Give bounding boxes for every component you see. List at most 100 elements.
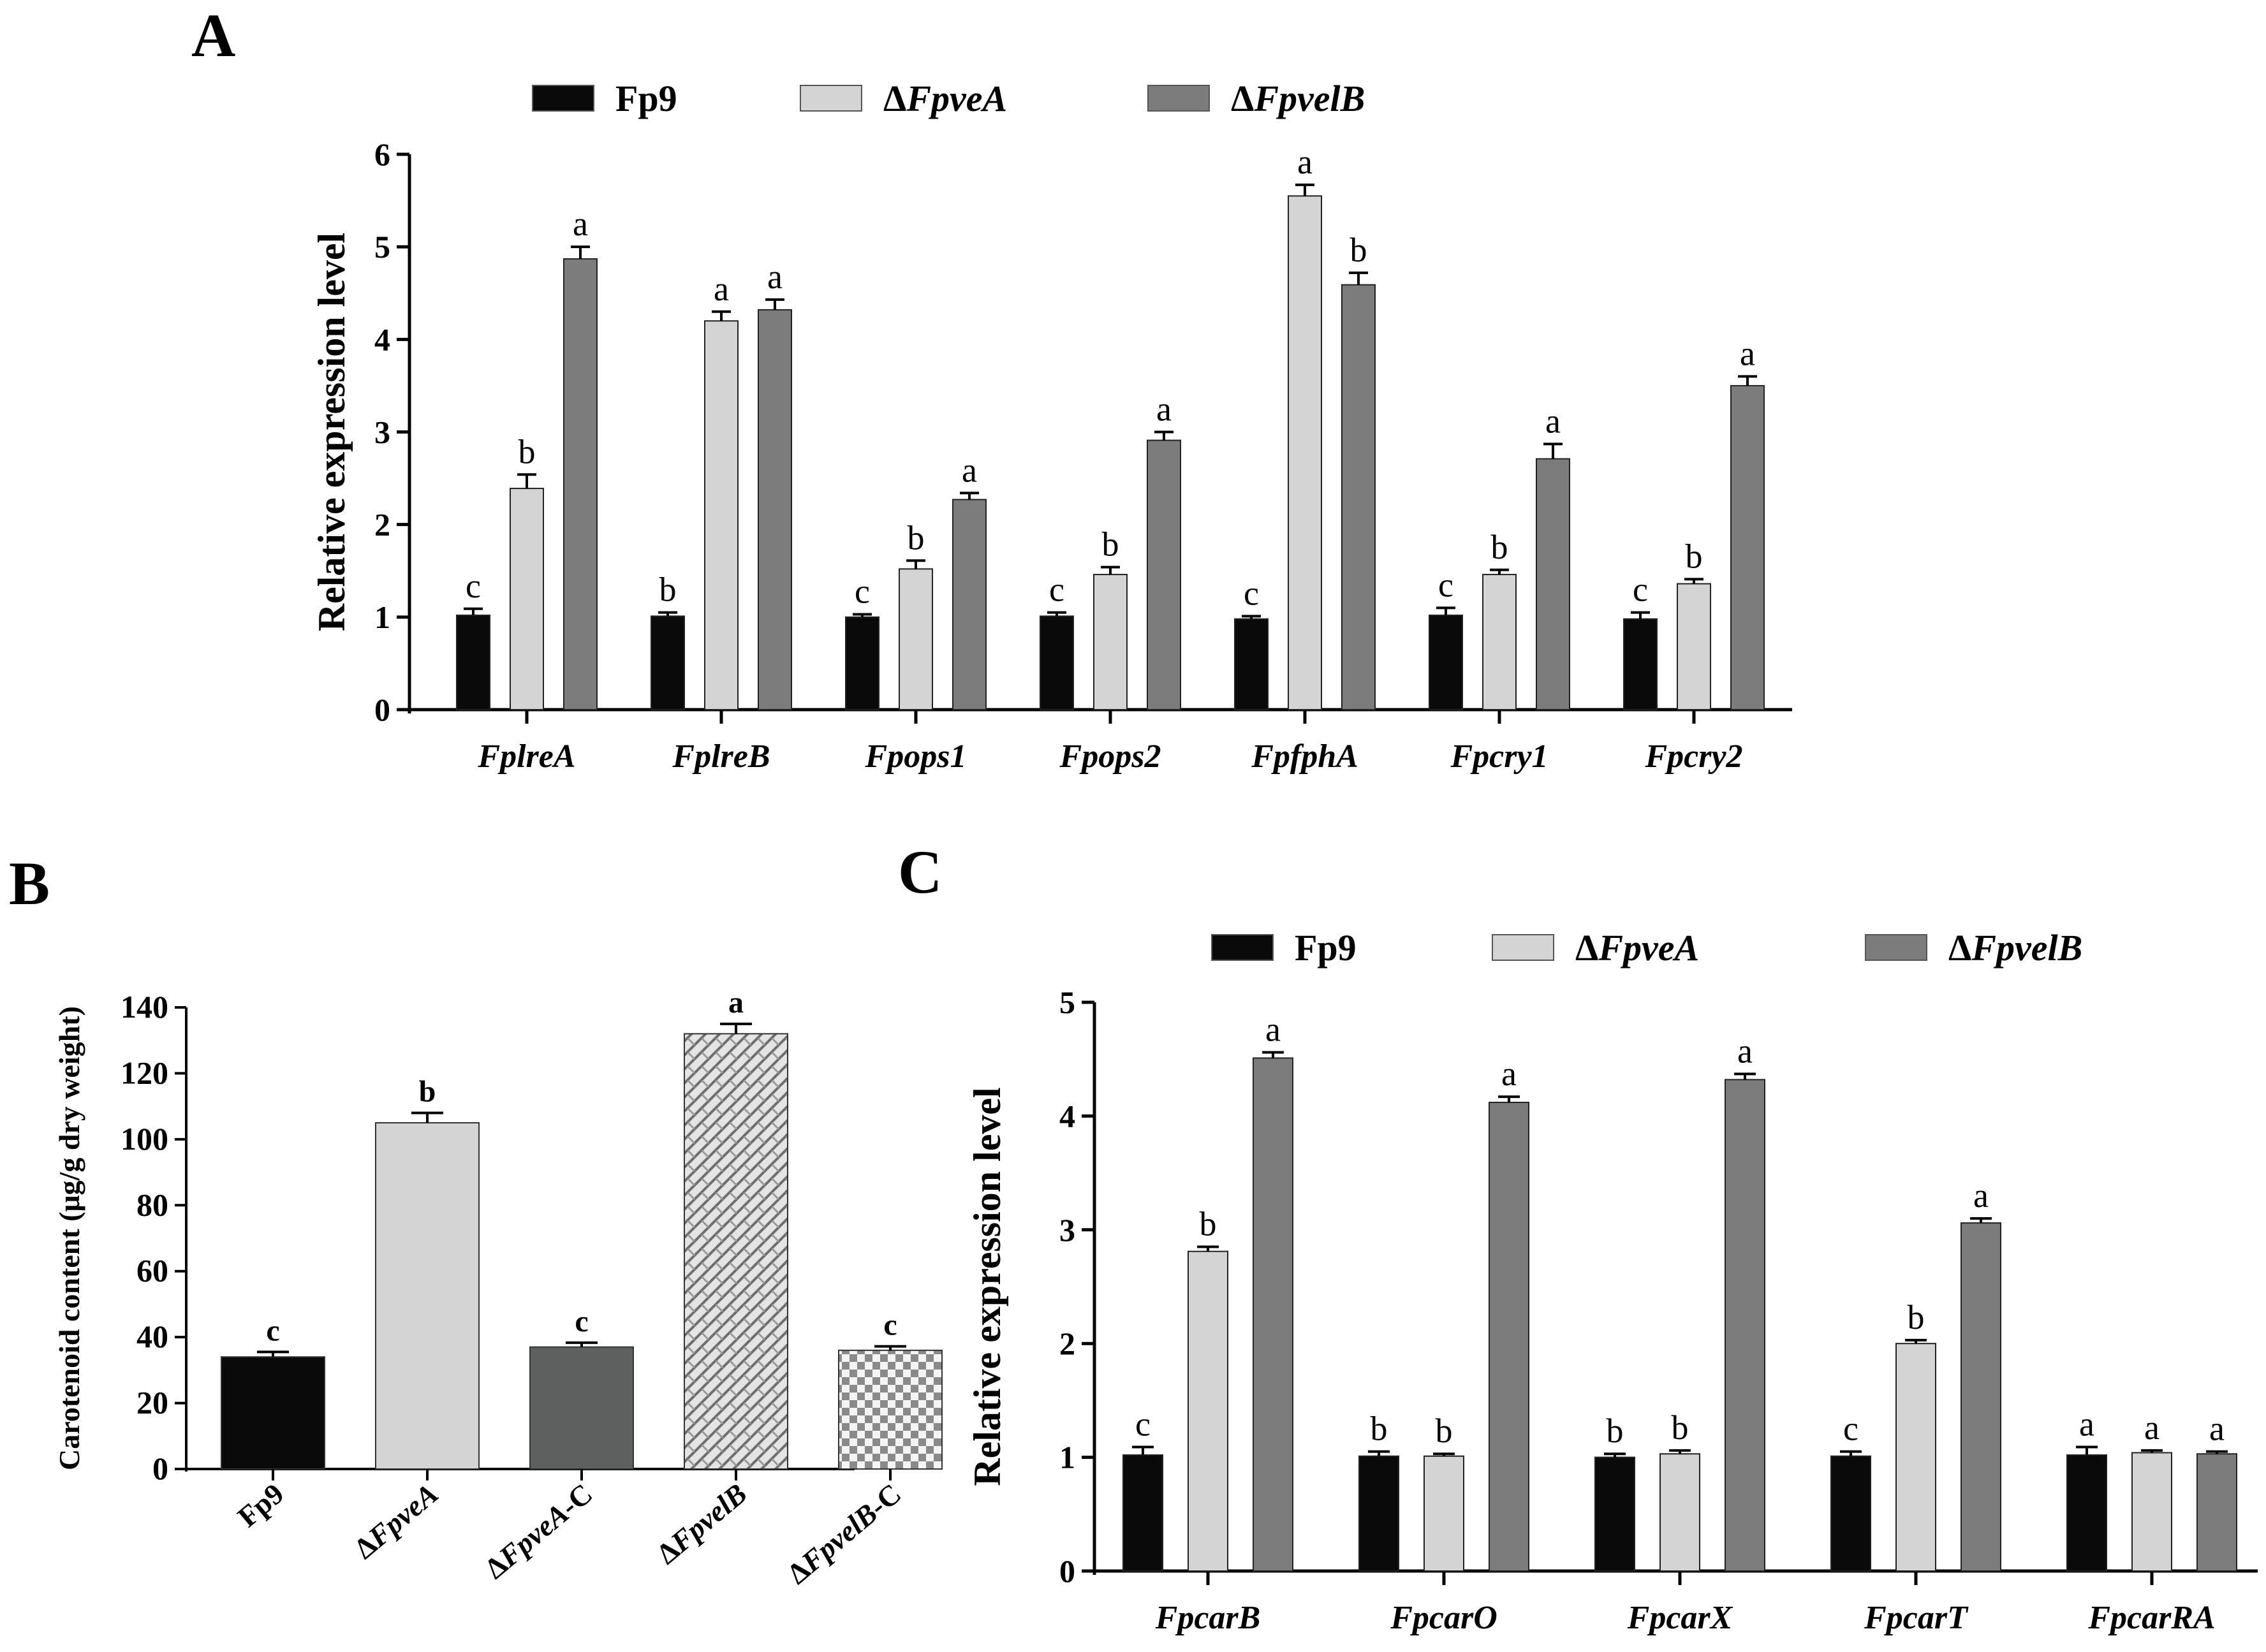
y-tick-label: 2: [1059, 1326, 1075, 1361]
y-tick-label: 2: [374, 507, 390, 543]
significance-letter: b: [1200, 1205, 1217, 1243]
y-tick-label: 1: [374, 599, 390, 635]
y-axis-title: Carotenoid content (μg/g dry weight): [53, 1006, 85, 1470]
bar: [1188, 1250, 1228, 1572]
bar: [1594, 1456, 1635, 1572]
y-tick-label: 1: [1059, 1440, 1075, 1475]
bar: [1659, 1453, 1700, 1572]
significance-letter: c: [1244, 574, 1259, 612]
y-tick-label: 40: [136, 1319, 168, 1354]
y-tick-label: 120: [121, 1055, 168, 1090]
y-tick-label: 20: [136, 1385, 168, 1421]
x-category-label: FpcarT: [1864, 1600, 1969, 1636]
panel-b-chart: 0 20 40 60 80 100 120 140 Carotenoid content (μg…: [53, 986, 943, 1591]
bar: [2196, 1453, 2237, 1572]
x-category-label: ΔFpvelB-C: [781, 1477, 908, 1591]
bar: [1961, 1222, 2001, 1572]
y-tick-label: 140: [121, 989, 168, 1025]
y-tick-label: 0: [1059, 1553, 1075, 1589]
significance-letter: c: [1633, 571, 1648, 609]
x-category-label: FpcarB: [1155, 1600, 1261, 1636]
legend-label: ΔFpveA: [883, 78, 1007, 119]
bar: [1040, 615, 1074, 710]
significance-letter: a: [728, 986, 744, 1020]
bar: [1623, 618, 1658, 711]
bar: [1725, 1079, 1765, 1572]
bar: [651, 615, 685, 710]
significance-letter: a: [1156, 390, 1172, 428]
bar: [1830, 1455, 1871, 1572]
bar: [1253, 1057, 1293, 1572]
legend-label: Fp9: [615, 78, 677, 119]
bar: [510, 488, 544, 711]
significance-letter: c: [1135, 1405, 1151, 1444]
significance-letter: a: [2209, 1410, 2225, 1448]
legend-swatch: [800, 85, 862, 112]
bar: [563, 258, 598, 710]
significance-letter: b: [1350, 231, 1367, 269]
significance-letter: c: [883, 1308, 897, 1342]
bar: [1093, 574, 1128, 710]
significance-letter: a: [573, 205, 588, 243]
bar: [2131, 1452, 2172, 1572]
bar: [1341, 284, 1376, 710]
significance-letter: c: [466, 567, 481, 605]
significance-letter: c: [855, 572, 870, 610]
significance-letter: b: [1607, 1412, 1624, 1450]
bar: [952, 499, 987, 710]
significance-letter: c: [1843, 1410, 1858, 1448]
y-tick-label: 0: [374, 692, 390, 727]
legend-label: ΔFpveA: [1575, 927, 1699, 969]
bar: [456, 614, 490, 710]
legend-swatch: [1492, 934, 1554, 961]
legend-swatch: [1865, 934, 1927, 961]
bar: [1234, 618, 1269, 711]
legend-label: Fp9: [1295, 927, 1357, 969]
x-category-label: Fpops1: [865, 738, 967, 775]
bar: [899, 568, 933, 711]
x-category-label: ΔFpveA: [348, 1477, 445, 1565]
bar: [375, 1122, 480, 1470]
y-tick-label: 5: [1059, 984, 1075, 1020]
y-tick-label: 80: [136, 1187, 168, 1222]
significance-letter: b: [1672, 1408, 1689, 1447]
y-axis-title: Relative expression level: [966, 1087, 1008, 1486]
significance-letter: a: [1973, 1176, 1989, 1215]
significance-letter: a: [1545, 402, 1561, 440]
bar: [529, 1346, 634, 1470]
significance-letter: a: [962, 451, 977, 489]
bar: [704, 320, 739, 710]
bar: [1147, 439, 1181, 710]
x-category-label: FpcarO: [1390, 1600, 1497, 1636]
bar: [758, 309, 792, 710]
significance-letter: a: [2079, 1405, 2094, 1444]
legend-swatch: [1147, 85, 1210, 112]
significance-letter: b: [1371, 1410, 1388, 1448]
bar: [221, 1356, 325, 1470]
bar: [1482, 574, 1517, 710]
bar: [1489, 1101, 1529, 1572]
y-tick-label: 100: [121, 1121, 168, 1157]
significance-letter: a: [1297, 143, 1313, 181]
panel-label-c: C: [898, 838, 942, 906]
y-tick-label: 60: [136, 1253, 168, 1289]
significance-letter: b: [519, 432, 536, 471]
significance-letter: a: [2144, 1408, 2159, 1447]
y-axis-title: Relative expression level: [311, 233, 353, 631]
bar: [1288, 195, 1322, 710]
significance-letter: a: [714, 270, 729, 308]
y-tick-label: 4: [1059, 1098, 1075, 1134]
y-tick-label: 6: [374, 136, 390, 172]
x-category-label: ΔFpveA-C: [478, 1477, 598, 1585]
x-category-label: ΔFpvelB: [651, 1477, 753, 1570]
significance-letter: b: [908, 518, 925, 557]
legend-swatch: [1211, 934, 1274, 961]
panel-label-a: A: [191, 1, 235, 69]
bar: [684, 1033, 788, 1470]
significance-letter: a: [1740, 334, 1755, 372]
bar: [1424, 1455, 1464, 1572]
x-category-label: Fp9: [232, 1477, 290, 1533]
panel-label-b: B: [9, 849, 50, 917]
